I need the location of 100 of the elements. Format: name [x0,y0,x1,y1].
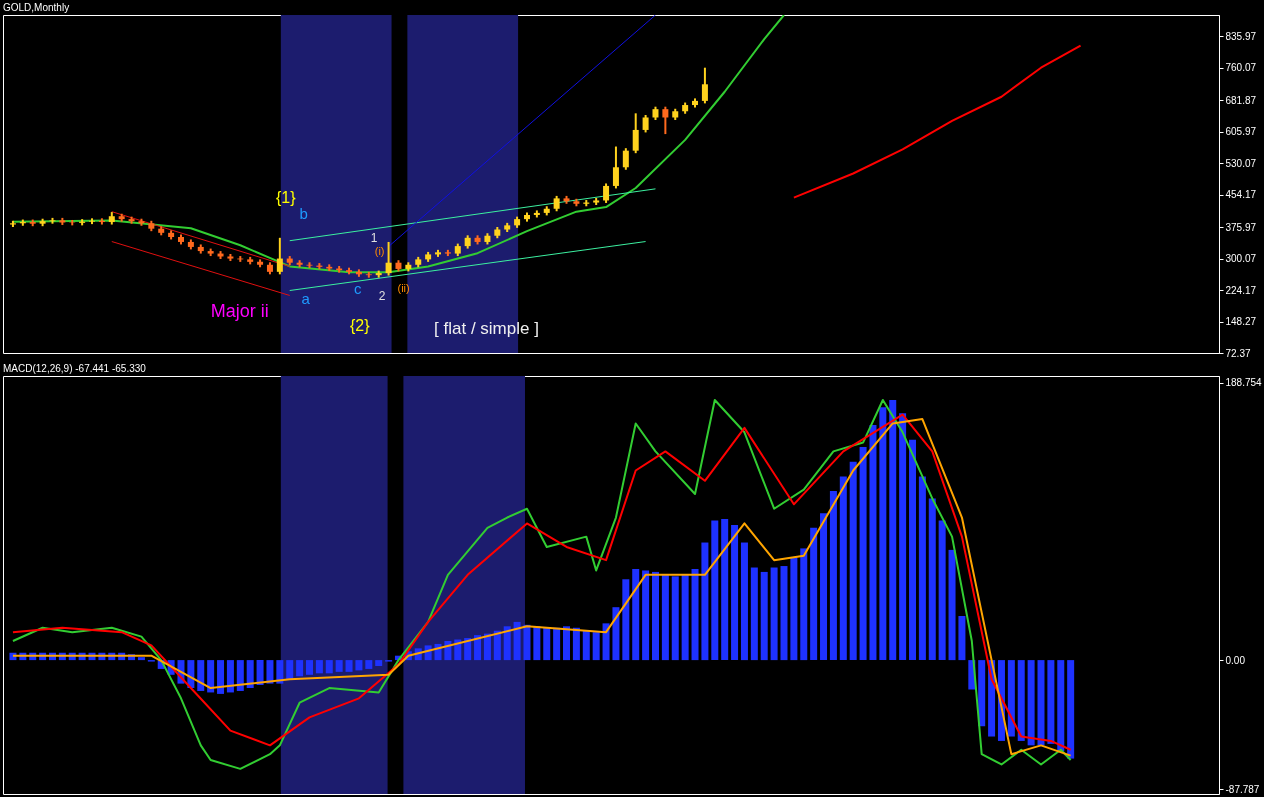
chart-title: GOLD,Monthly [3,2,70,13]
bar [137,657,145,661]
bar [918,476,926,661]
bar [958,616,966,661]
bar [207,660,215,693]
annotation: 2 [378,288,386,303]
bar [543,627,551,661]
annotation: {2} [350,316,371,334]
bar [503,626,511,661]
bar [750,567,758,661]
bar [256,660,264,686]
bar [721,519,729,661]
bar [839,476,847,661]
line-series [11,15,785,274]
annotation: 1 [370,231,378,246]
bar [483,633,491,661]
bar [1017,660,1025,741]
bar [236,660,244,691]
bar [266,660,274,684]
bar [760,571,768,661]
y-tick-label: 224.17 [1225,284,1257,296]
bar [879,407,887,661]
y-tick-label: 530.07 [1225,157,1257,169]
bar [731,524,739,661]
bar [622,579,630,661]
candlestick [9,219,16,229]
bar [820,513,828,661]
bar [711,520,719,661]
bar [661,574,669,661]
y-tick-label: 454.17 [1225,189,1257,201]
y-tick-label: 605.97 [1225,126,1257,138]
y-tick-label: 760.07 [1225,62,1257,74]
bar [859,446,867,661]
bar [553,627,561,661]
annotation: {1} [275,188,297,206]
bar [602,623,610,661]
bar [1057,660,1065,752]
candlestick [593,196,600,207]
bar [612,607,620,661]
bar [493,630,501,661]
bar [217,660,225,694]
bar [533,626,541,661]
bar [355,660,363,671]
bar [513,621,521,661]
bar [474,635,482,661]
bar [572,627,580,661]
bar [226,660,234,693]
bar [345,660,353,672]
bar [651,571,659,661]
bar [770,567,778,661]
bar [681,574,689,661]
bar [276,660,284,684]
bar [197,660,205,691]
y-tick-label: 835.97 [1225,30,1257,42]
chart-title: MACD(12,26,9) -67.441 -65.330 [3,363,147,374]
y-tick-label: 300.07 [1225,253,1257,265]
y-tick-label: 72.37 [1225,347,1251,359]
bar [1027,660,1035,746]
annotation: (ii) [397,281,410,294]
bar [849,461,857,661]
bar [701,542,709,661]
annotation: [ flat / simple ] [434,319,539,339]
bar [780,566,788,661]
bar [691,568,699,661]
bar [296,660,304,677]
bar [582,630,590,661]
bar [315,660,323,674]
y-tick-label: 375.97 [1225,221,1257,233]
candlestick [69,218,76,227]
bar [1047,660,1055,744]
y-tick-label: 148.27 [1225,316,1257,328]
bar [869,424,877,661]
annotation: b [299,205,308,223]
y-tick-label: 188.754 [1225,377,1263,389]
bar [948,549,956,661]
bar [1067,660,1075,759]
bar [928,498,936,661]
bar [978,660,986,727]
bar [464,638,472,661]
bar [740,542,748,661]
bar [592,632,600,661]
bar [790,557,798,661]
bar [810,527,818,661]
bar [632,568,640,661]
annotation: Major ii [210,301,269,322]
bar [1037,660,1045,746]
bar [563,626,571,661]
bar [375,660,383,666]
bar [335,660,343,672]
candlestick [444,248,451,258]
bar [889,399,897,661]
bar [671,576,679,661]
bar [325,660,333,674]
y-tick-label: 681.87 [1225,94,1257,106]
bar [523,624,531,661]
bar [909,439,916,661]
bar [642,570,650,661]
annotation: a [301,289,311,307]
bar [800,548,808,661]
line-series [792,44,1082,199]
